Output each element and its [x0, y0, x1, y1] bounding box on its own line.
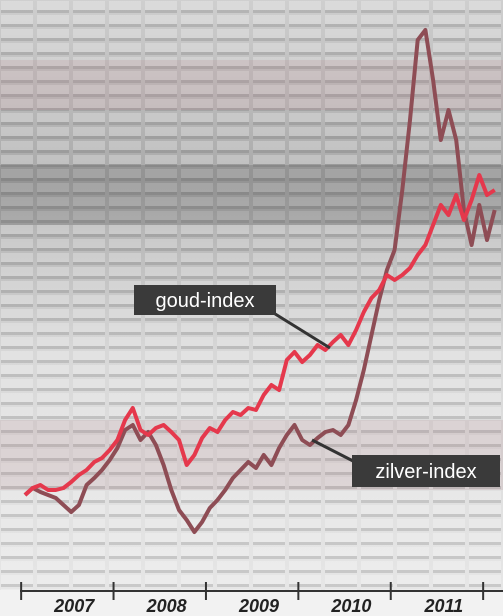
annotation-label: zilver-index	[375, 461, 476, 483]
x-tick-label: 2008	[146, 596, 187, 616]
x-tick-label: 2010	[330, 596, 371, 616]
annotation-label: goud-index	[156, 290, 255, 312]
x-tick-label: 2011	[423, 596, 463, 616]
x-tick-label: 2009	[238, 596, 279, 616]
x-tick-label: 2007	[53, 596, 95, 616]
background-band	[0, 60, 503, 110]
chart: goud-index zilver-index 2007 2008 2009 2010…	[0, 0, 503, 616]
background-band	[0, 165, 503, 225]
